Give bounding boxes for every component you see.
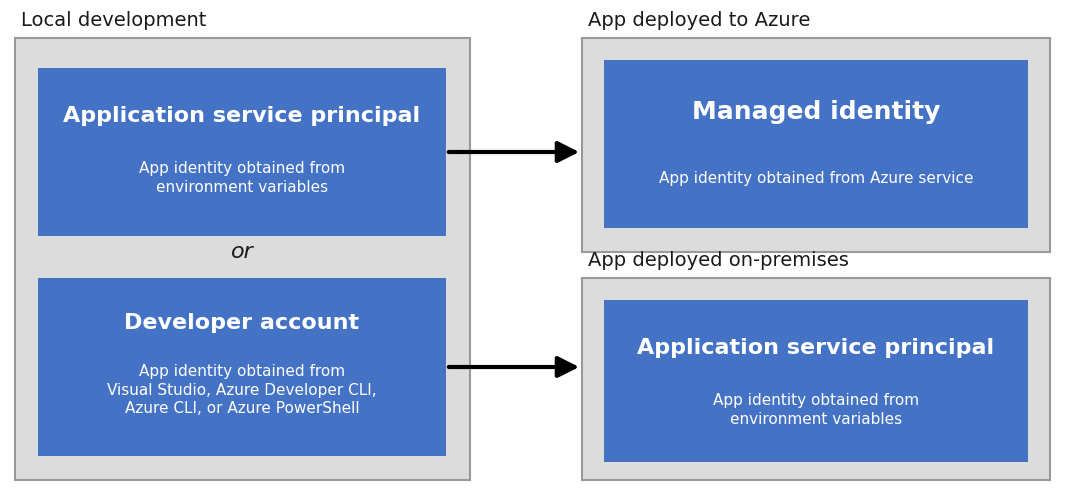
Bar [38,278,446,456]
Bar [581,278,1050,480]
Text: Local development: Local development [21,11,207,30]
Text: Application service principal: Application service principal [64,106,421,126]
Bar [604,60,1028,228]
Text: App identity obtained from Azure service: App identity obtained from Azure service [659,170,973,186]
Text: App identity obtained from
Visual Studio, Azure Developer CLI,
Azure CLI, or Azu: App identity obtained from Visual Studio… [108,364,377,416]
Text: or: or [231,242,253,262]
Text: App deployed to Azure: App deployed to Azure [588,11,810,30]
Text: App identity obtained from
environment variables: App identity obtained from environment v… [138,161,345,195]
Text: App identity obtained from
environment variables: App identity obtained from environment v… [712,393,919,427]
Text: Application service principal: Application service principal [638,338,995,358]
Bar [604,300,1028,462]
Text: App deployed on-premises: App deployed on-premises [588,251,849,270]
Bar [15,38,470,480]
Bar [581,38,1050,252]
Text: Developer account: Developer account [125,313,360,333]
Text: Managed identity: Managed identity [692,100,940,124]
Bar [38,68,446,236]
